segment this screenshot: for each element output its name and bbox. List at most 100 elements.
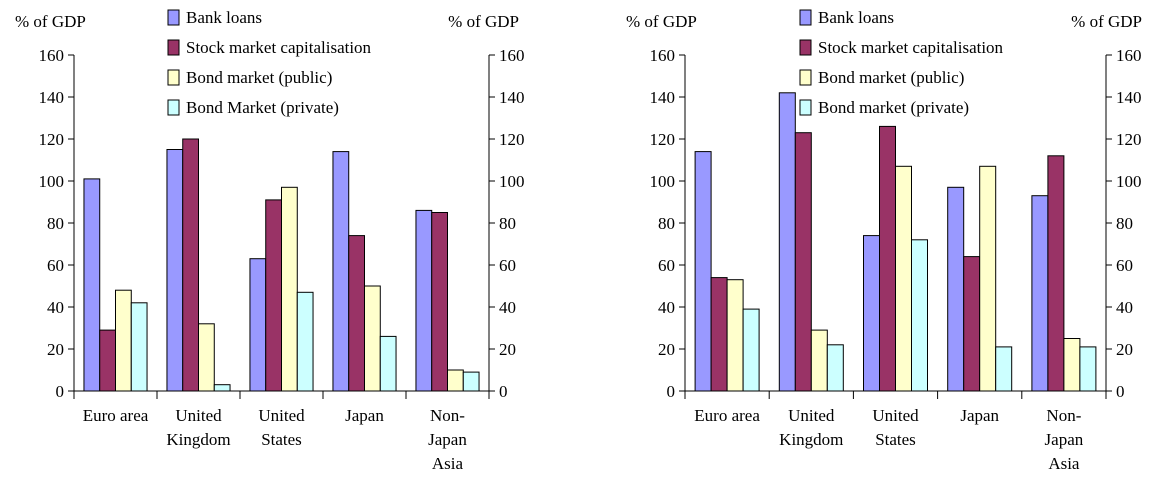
y-tick-label-left: 120 xyxy=(39,130,65,149)
legend-swatch-bond-public xyxy=(799,69,812,86)
category-label-2: United xyxy=(788,406,835,425)
bar-bond-public-2 xyxy=(810,329,828,392)
bar-bond-public-5 xyxy=(1063,338,1081,392)
bar-stock-market-2 xyxy=(794,132,812,392)
y-tick-label-right: 100 xyxy=(499,172,525,191)
bar-bond-private-1 xyxy=(742,308,760,392)
y-tick-label-right: 0 xyxy=(1116,382,1125,401)
category-label-3: States xyxy=(875,430,916,449)
bar-bond-private-4 xyxy=(995,346,1013,392)
bar-bond-private-5 xyxy=(462,371,480,392)
y-tick-label-left: 160 xyxy=(39,46,65,65)
y-tick-label-left: 140 xyxy=(39,88,65,107)
y-tick-label-right: 140 xyxy=(499,88,525,107)
y-tick-label-right: 100 xyxy=(1116,172,1142,191)
y-tick-label-left: 140 xyxy=(650,88,676,107)
bar-stock-market-2 xyxy=(182,138,199,392)
bar-bond-public-3 xyxy=(895,165,912,392)
y-tick-label-left: 80 xyxy=(658,214,675,233)
bar-bank-loans-2 xyxy=(166,149,184,392)
legend-swatch-bank-loans xyxy=(799,9,812,26)
bar-bond-public-5 xyxy=(447,369,464,392)
legend-swatch-bond-private xyxy=(799,99,812,116)
bar-bond-private-5 xyxy=(1079,346,1097,392)
y-tick-label-left: 40 xyxy=(47,298,64,317)
y-tick-label-right: 0 xyxy=(499,382,508,401)
y-axis-title-left: % of GDP xyxy=(626,12,697,31)
bar-bank-loans-2 xyxy=(778,92,796,392)
y-tick-label-left: 100 xyxy=(650,172,676,191)
category-label-5: Asia xyxy=(432,454,464,473)
legend-label-bank-loans: Bank loans xyxy=(818,8,894,27)
y-tick-label-right: 60 xyxy=(1116,256,1133,275)
y-tick-label-right: 40 xyxy=(1116,298,1133,317)
y-tick-label-left: 20 xyxy=(658,340,675,359)
category-label-3: States xyxy=(261,430,302,449)
legend-swatch-bond-public xyxy=(167,69,180,86)
chart-2: 0 0 20 20 40 40 60 60 80 80 100 100 120 120 140 140 160 1… xyxy=(626,8,1142,473)
bar-bank-loans-1 xyxy=(83,178,101,392)
legend-label-bond-public: Bond market (public) xyxy=(186,68,332,87)
y-tick-label-right: 160 xyxy=(1116,46,1142,65)
bar-bond-public-2 xyxy=(198,323,215,392)
bar-stock-market-1 xyxy=(710,277,728,392)
y-tick-label-right: 140 xyxy=(1116,88,1142,107)
bar-bond-private-4 xyxy=(379,335,397,392)
y-tick-label-left: 80 xyxy=(47,214,64,233)
category-label-3: United xyxy=(258,406,305,425)
y-tick-label-left: 60 xyxy=(47,256,64,275)
bar-bond-public-4 xyxy=(979,165,997,392)
y-tick-label-left: 60 xyxy=(658,256,675,275)
y-tick-label-right: 20 xyxy=(1116,340,1133,359)
y-tick-label-right: 40 xyxy=(499,298,516,317)
bar-stock-market-5 xyxy=(431,212,449,392)
bar-bond-private-3 xyxy=(296,291,314,392)
bar-bond-public-3 xyxy=(281,186,298,392)
y-tick-label-right: 80 xyxy=(499,214,516,233)
y-tick-label-right: 120 xyxy=(1116,130,1142,149)
bar-bank-loans-1 xyxy=(694,151,712,392)
bar-stock-market-5 xyxy=(1047,155,1065,392)
category-label-4: Japan xyxy=(345,406,384,425)
y-tick-label-right: 160 xyxy=(499,46,525,65)
bar-bond-private-3 xyxy=(911,239,928,392)
category-label-2: Kingdom xyxy=(166,430,230,449)
bar-stock-market-4 xyxy=(348,235,366,392)
chart-1: 0 0 20 20 40 40 60 60 80 80 100 100 120 120 140 140 160 1… xyxy=(15,8,525,473)
y-tick-label-right: 60 xyxy=(499,256,516,275)
bar-bank-loans-5 xyxy=(415,209,433,392)
legend-label-bond-public: Bond market (public) xyxy=(818,68,964,87)
legend-label-bond-private: Bond market (private) xyxy=(818,98,969,117)
y-axis-title-right: % of GDP xyxy=(448,12,519,31)
category-label-5: Non- xyxy=(1046,406,1081,425)
bar-bond-private-1 xyxy=(130,302,148,392)
y-tick-label-right: 80 xyxy=(1116,214,1133,233)
y-tick-label-left: 20 xyxy=(47,340,64,359)
category-label-3: United xyxy=(872,406,919,425)
bar-bond-private-2 xyxy=(213,384,231,392)
legend-swatch-stock-market xyxy=(799,39,812,56)
legend-swatch-bond-private xyxy=(167,99,180,116)
bar-bond-public-1 xyxy=(726,279,744,392)
legend-label-bond-private: Bond Market (private) xyxy=(186,98,339,117)
bar-bank-loans-4 xyxy=(332,151,350,392)
bar-bond-private-2 xyxy=(826,344,844,392)
y-tick-label-left: 0 xyxy=(667,382,676,401)
y-tick-label-left: 160 xyxy=(650,46,676,65)
category-label-5: Japan xyxy=(1045,430,1084,449)
legend: Bank loans Stock market capitalisation Bon… xyxy=(799,8,1004,117)
bar-bond-public-1 xyxy=(115,289,132,392)
y-axis-title-right: % of GDP xyxy=(1071,12,1142,31)
y-tick-label-left: 40 xyxy=(658,298,675,317)
y-axis-title-left: % of GDP xyxy=(15,12,86,31)
category-label-2: United xyxy=(175,406,222,425)
bar-stock-market-4 xyxy=(963,256,981,392)
category-label-1: Euro area xyxy=(694,406,760,425)
bar-bank-loans-5 xyxy=(1031,195,1049,392)
category-label-5: Japan xyxy=(428,430,467,449)
y-tick-label-left: 0 xyxy=(56,382,65,401)
bar-bank-loans-4 xyxy=(947,186,965,392)
y-tick-label-left: 100 xyxy=(39,172,65,191)
bar-stock-market-3 xyxy=(879,125,896,392)
